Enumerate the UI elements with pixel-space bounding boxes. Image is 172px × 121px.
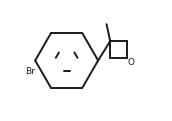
Text: Br: Br <box>25 67 35 76</box>
Text: O: O <box>128 58 135 67</box>
